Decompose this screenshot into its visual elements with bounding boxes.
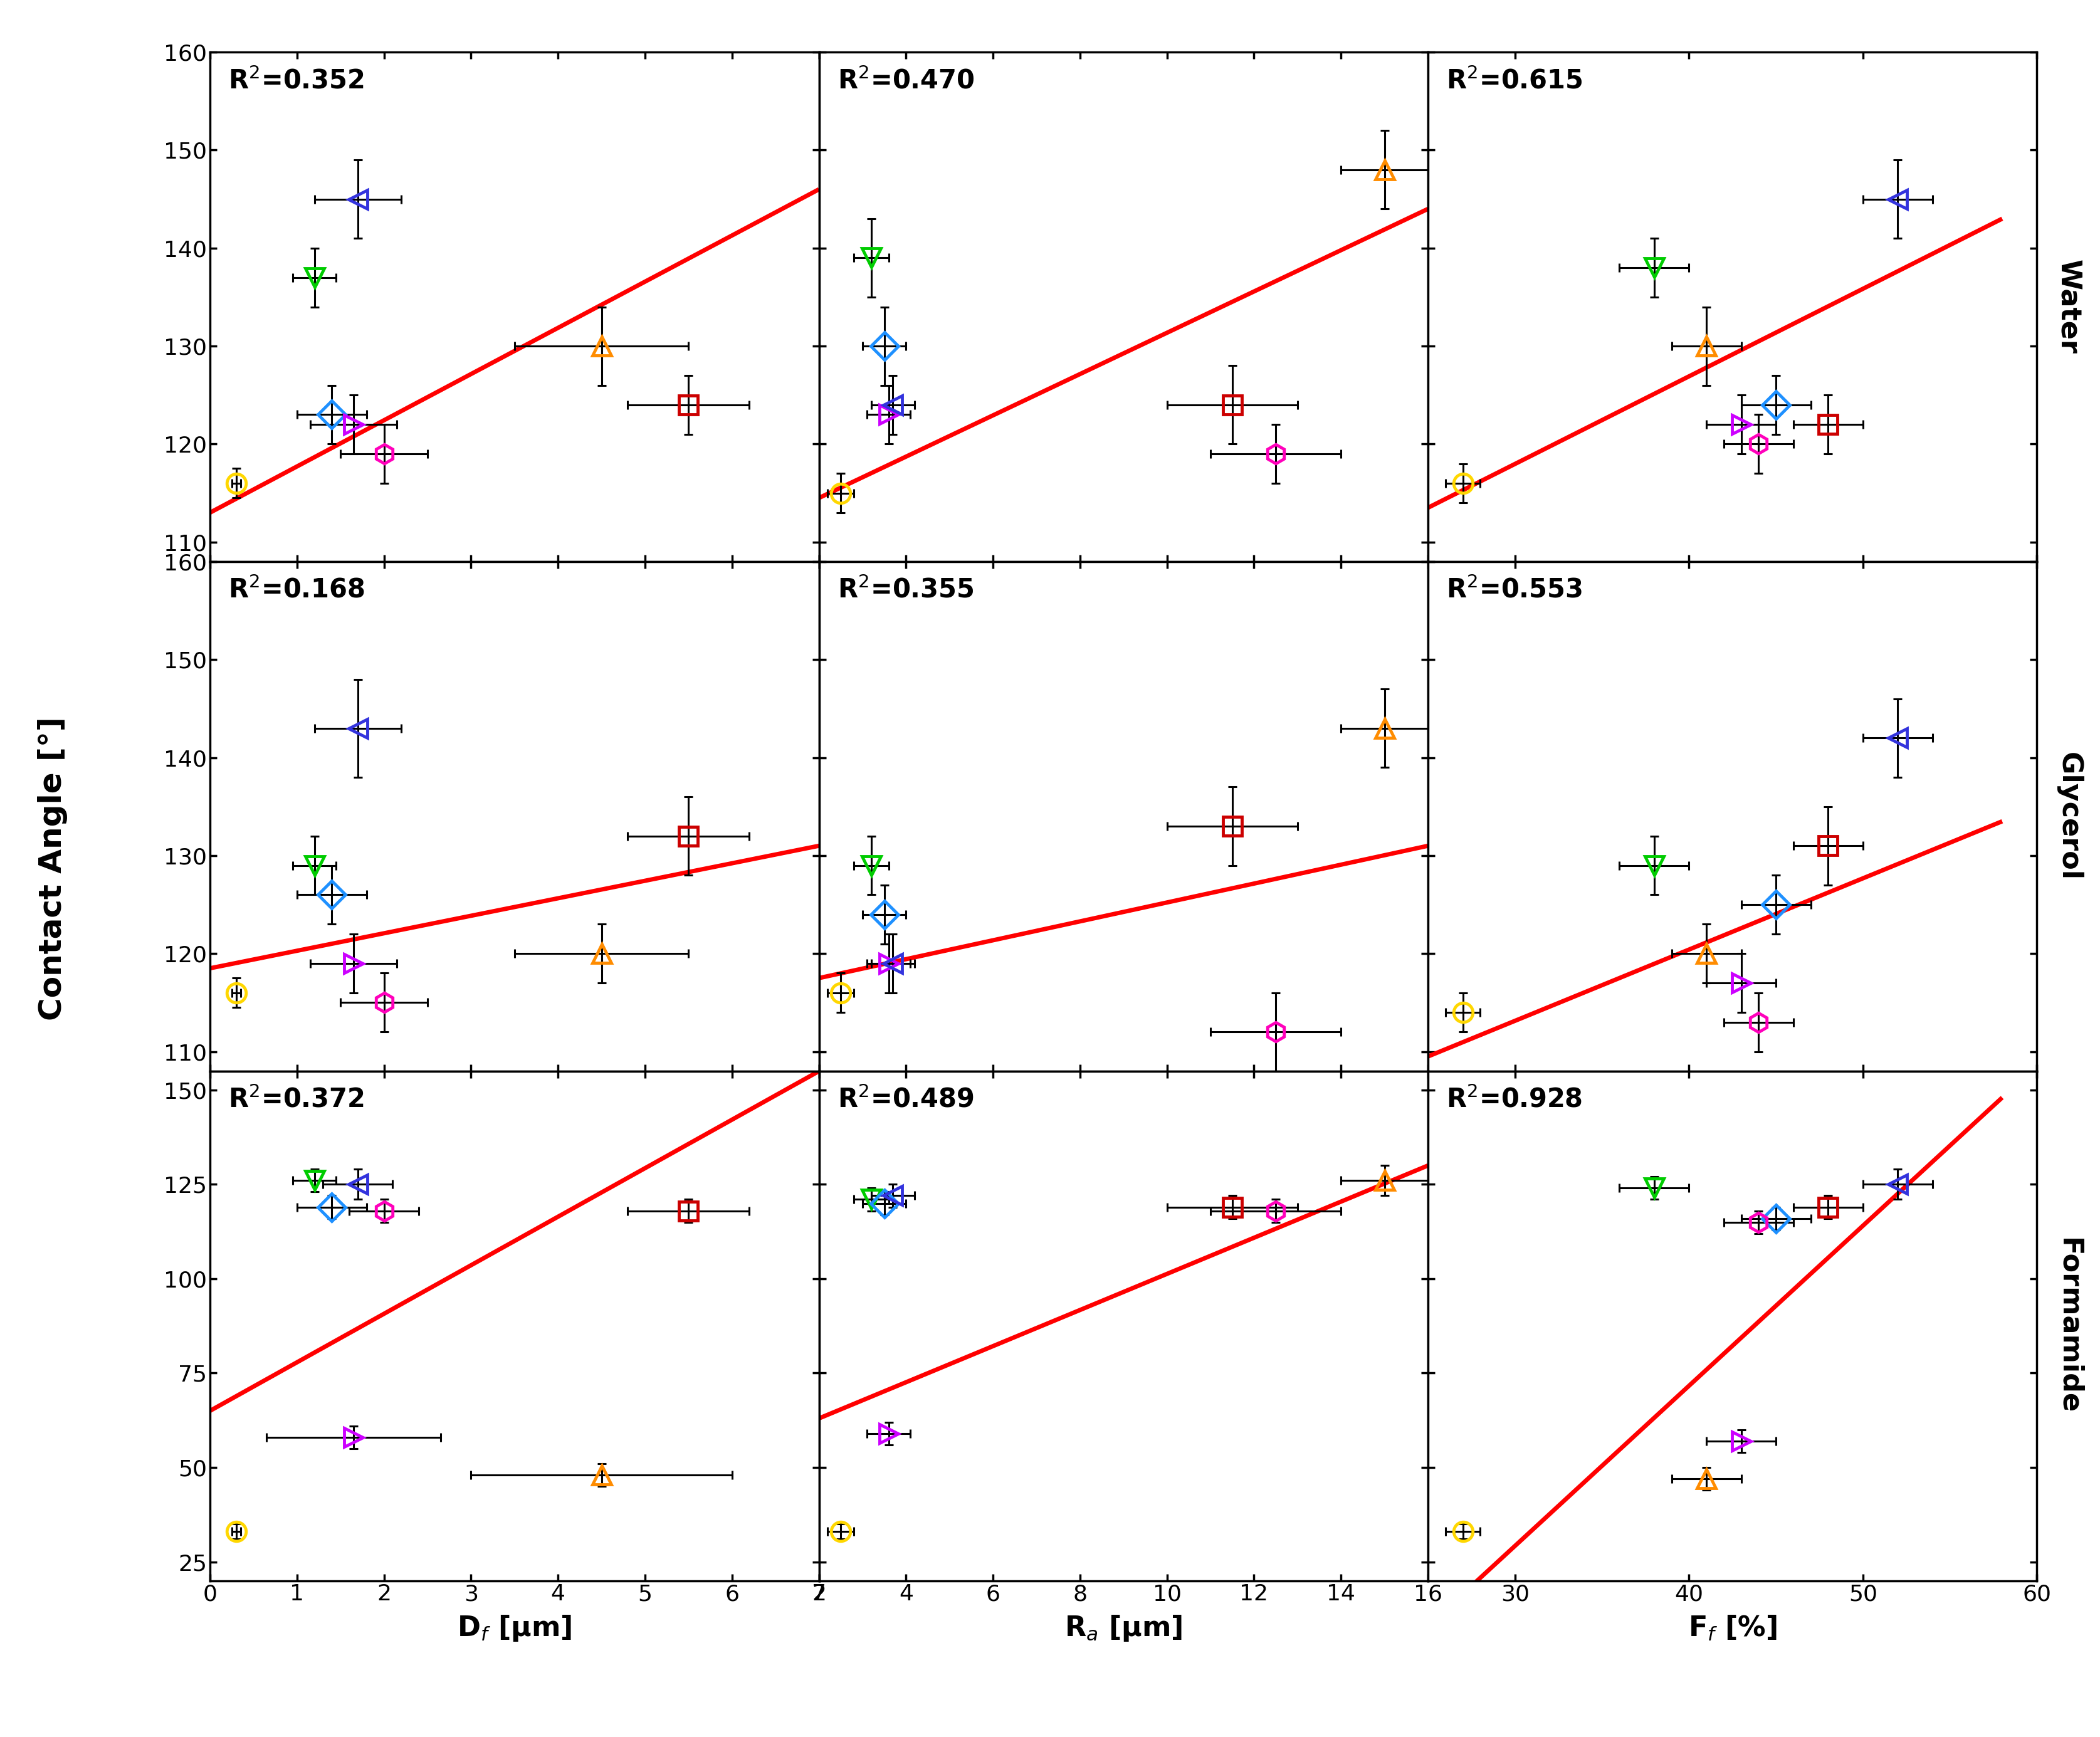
Text: R$^2$=0.553: R$^2$=0.553 bbox=[1447, 577, 1583, 603]
Text: Glycerol: Glycerol bbox=[2056, 752, 2083, 881]
Text: Water: Water bbox=[2056, 259, 2083, 354]
Text: Contact Angle [°]: Contact Angle [°] bbox=[38, 717, 67, 1020]
X-axis label: D$_f$ [μm]: D$_f$ [μm] bbox=[458, 1614, 571, 1643]
Text: R$^2$=0.372: R$^2$=0.372 bbox=[229, 1086, 363, 1113]
Text: R$^2$=0.355: R$^2$=0.355 bbox=[838, 577, 974, 603]
X-axis label: F$_f$ [%]: F$_f$ [%] bbox=[1688, 1614, 1777, 1641]
Text: R$^2$=0.470: R$^2$=0.470 bbox=[838, 68, 974, 94]
Text: R$^2$=0.168: R$^2$=0.168 bbox=[229, 577, 365, 603]
Text: Formamide: Formamide bbox=[2056, 1238, 2083, 1414]
Text: R$^2$=0.489: R$^2$=0.489 bbox=[838, 1086, 974, 1113]
X-axis label: R$_a$ [μm]: R$_a$ [μm] bbox=[1065, 1614, 1182, 1643]
Legend: PMMA 1, PVDF, PMMA 2, PLGA, PC, PMMA 3, PCL, PS, TREND
LINE: PMMA 1, PVDF, PMMA 2, PLGA, PC, PMMA 3, … bbox=[1283, 63, 1449, 373]
Text: R$^2$=0.928: R$^2$=0.928 bbox=[1447, 1086, 1583, 1113]
Text: R$^2$=0.615: R$^2$=0.615 bbox=[1447, 68, 1583, 94]
Text: R$^2$=0.352: R$^2$=0.352 bbox=[229, 68, 363, 94]
